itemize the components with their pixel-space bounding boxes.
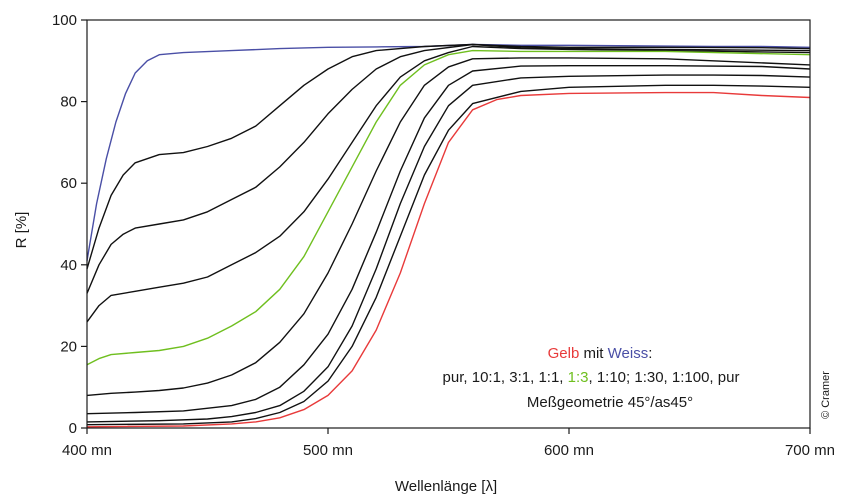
annotation-gelb: Gelb xyxy=(548,345,580,362)
y-tick-label: 100 xyxy=(52,12,77,29)
y-tick-label: 80 xyxy=(60,94,77,111)
x-tick-label: 400 mn xyxy=(62,442,112,459)
y-tick-label: 40 xyxy=(60,257,77,274)
series-line-1 xyxy=(86,43,811,261)
series-line-10 xyxy=(86,91,811,428)
x-tick-label: 700 mn xyxy=(785,442,835,459)
series-line-5 xyxy=(86,49,811,366)
series-line-4 xyxy=(86,45,811,323)
x-tick-label: 600 mn xyxy=(544,442,594,459)
series-line-3 xyxy=(86,43,811,294)
annotation-line-1: Gelb mit Weiss: xyxy=(548,345,653,362)
y-axis-label: R [%] xyxy=(13,212,30,249)
annotation-line-3: Meßgeometrie 45°/as45° xyxy=(527,394,693,411)
copyright-credit: © Cramer xyxy=(820,371,832,419)
annotation-mit: mit xyxy=(579,345,607,362)
y-tick-label: 60 xyxy=(60,175,77,192)
annotation-ratios-part1: pur, 10:1, 3:1, 1:1, xyxy=(443,369,568,386)
y-axis-ticks: 0 20 40 60 80 100 xyxy=(52,12,87,437)
series-line-8 xyxy=(86,74,811,423)
annotation-colon: : xyxy=(648,345,652,362)
x-axis-ticks: 400 mn 500 mn 600 mn 700 mn xyxy=(62,428,835,459)
series-line-9 xyxy=(86,84,811,426)
series-line-2 xyxy=(86,43,811,270)
series-line-6 xyxy=(86,57,811,397)
y-tick-label: 20 xyxy=(60,338,77,355)
series-group xyxy=(86,43,811,428)
series-line-7 xyxy=(86,65,811,415)
x-tick-label: 500 mn xyxy=(303,442,353,459)
annotation-ratio-highlight: 1:3 xyxy=(568,369,589,386)
y-tick-label: 0 xyxy=(69,420,77,437)
annotation-weiss: Weiss xyxy=(608,345,649,362)
x-axis-label: Wellenlänge [λ] xyxy=(395,478,497,495)
annotation-line-2: pur, 10:1, 3:1, 1:1, 1:3, 1:10; 1:30, 1:… xyxy=(443,369,740,386)
plot-frame xyxy=(86,19,811,429)
annotation-ratios-part2: , 1:10; 1:30, 1:100, pur xyxy=(589,369,740,386)
